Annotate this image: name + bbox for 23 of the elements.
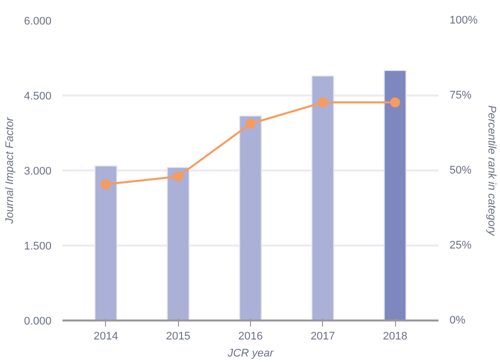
point	[173, 172, 184, 182]
x-tick-label: 2015	[166, 330, 190, 342]
point	[390, 97, 400, 108]
y2-tick-label: 50%	[450, 164, 472, 176]
y2-tick-label: 100%	[450, 14, 478, 26]
point	[100, 179, 111, 190]
y-tick-label: 6.000	[24, 16, 52, 28]
y-tick-label: 4.500	[24, 90, 52, 102]
x-tick-label: 2017	[310, 330, 336, 342]
x-tick-label: 2018	[382, 330, 408, 342]
point	[246, 118, 256, 129]
y2-tick-label: 0%	[450, 314, 466, 326]
y-tick-label: 3.000	[24, 166, 52, 178]
y2-tick-label: 25%	[450, 240, 472, 252]
x-axis-title: JCR year	[226, 348, 275, 360]
x-tick-label: 2014	[94, 330, 118, 342]
point	[318, 97, 328, 108]
y-axis-title: Journal Impact Factor	[4, 116, 16, 225]
y-tick-label: 0.000	[24, 316, 52, 328]
y2-axis-title: Percentile rank in category	[486, 105, 498, 238]
x-tick-label: 2016	[238, 330, 263, 342]
y2-tick-label: 75%	[450, 90, 472, 102]
y-tick-label: 1.500	[24, 240, 52, 252]
